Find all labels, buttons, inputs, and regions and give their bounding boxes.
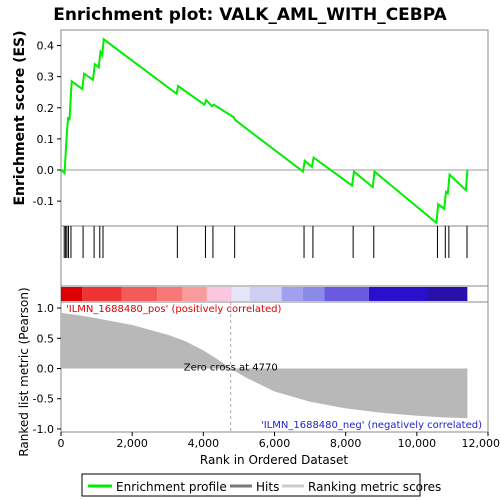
chart-title: Enrichment plot: VALK_AML_WITH_CEBPA bbox=[53, 5, 447, 25]
x-tick-label: 2,000 bbox=[116, 437, 148, 450]
hit-marks bbox=[63, 226, 468, 258]
hits-panel-frame bbox=[60, 225, 489, 287]
es-y-tick-label: 0.4 bbox=[37, 40, 55, 53]
legend-label-ranking: Ranking metric scores bbox=[308, 480, 441, 494]
heat-band-segment bbox=[368, 287, 428, 301]
heat-band-segment bbox=[82, 287, 122, 301]
metric-panel: Zero cross at 4770 'ILMN_1688480_pos' (p… bbox=[17, 287, 500, 467]
x-axis-label: Rank in Ordered Dataset bbox=[200, 453, 348, 467]
x-tick-label: 6,000 bbox=[259, 437, 291, 450]
x-ticks: 0 2,000 4,000 6,000 8,000 10,000 12,000 bbox=[58, 432, 500, 450]
metric-y-tick-label: -0.5 bbox=[33, 393, 54, 406]
heat-band-segments bbox=[61, 287, 468, 301]
es-y-tick-label: -0.1 bbox=[33, 195, 54, 208]
es-panel: -0.1 0.0 0.1 0.2 0.3 0.4 Enrichment score (ES… bbox=[12, 29, 489, 227]
heat-band-segment bbox=[302, 287, 325, 301]
x-tick-label: 0 bbox=[58, 437, 65, 450]
x-tick-label: 12,000 bbox=[462, 437, 500, 450]
es-y-axis-label: Enrichment score (ES) bbox=[12, 30, 28, 205]
legend-label-hits: Hits bbox=[256, 480, 279, 494]
es-y-ticks: -0.1 0.0 0.1 0.2 0.3 0.4 bbox=[33, 40, 61, 208]
metric-y-ticks: -1.0 -0.5 0.0 0.5 1.0 bbox=[33, 302, 61, 436]
heat-band-segment bbox=[249, 287, 282, 301]
metric-y-tick-label: 1.0 bbox=[37, 302, 55, 315]
heat-band-segment bbox=[281, 287, 303, 301]
heat-band-segment bbox=[231, 287, 250, 301]
metric-y-axis-label: Ranked list metric (Pearson) bbox=[17, 287, 31, 456]
es-y-tick-label: 0.2 bbox=[37, 102, 55, 115]
hits-panel bbox=[60, 225, 489, 287]
positive-correlation-label: 'ILMN_1688480_pos' (positively correlate… bbox=[66, 304, 281, 315]
legend-label-enrichment: Enrichment profile bbox=[116, 480, 227, 494]
negative-correlation-label: 'ILMN_1688480_neg' (negatively correlate… bbox=[261, 420, 482, 431]
x-tick-label: 10,000 bbox=[398, 437, 437, 450]
x-tick-label: 4,000 bbox=[188, 437, 220, 450]
es-y-tick-label: 0.3 bbox=[37, 71, 55, 84]
es-y-tick-label: 0.0 bbox=[37, 164, 55, 177]
heat-band-segment bbox=[206, 287, 232, 301]
ranking-metric-area bbox=[61, 312, 468, 419]
es-y-tick-label: 0.1 bbox=[37, 133, 55, 146]
metric-y-tick-label: -1.0 bbox=[33, 423, 54, 436]
metric-y-tick-label: 0.5 bbox=[37, 332, 55, 345]
heat-band-segment bbox=[61, 287, 83, 301]
metric-y-tick-label: 0.0 bbox=[37, 363, 55, 376]
heat-band-segment bbox=[427, 287, 468, 301]
legend: Enrichment profile Hits Ranking metric s… bbox=[81, 473, 441, 497]
heat-band-segment bbox=[121, 287, 158, 301]
x-tick-label: 8,000 bbox=[330, 437, 362, 450]
heat-band-segment bbox=[181, 287, 207, 301]
es-panel-frame bbox=[60, 29, 489, 227]
heat-band-segment bbox=[324, 287, 369, 301]
ranking-heat-band bbox=[60, 285, 489, 303]
enrichment-profile-line bbox=[60, 37, 469, 225]
heat-band-segment bbox=[157, 287, 182, 301]
zero-cross-label: Zero cross at 4770 bbox=[184, 363, 278, 374]
